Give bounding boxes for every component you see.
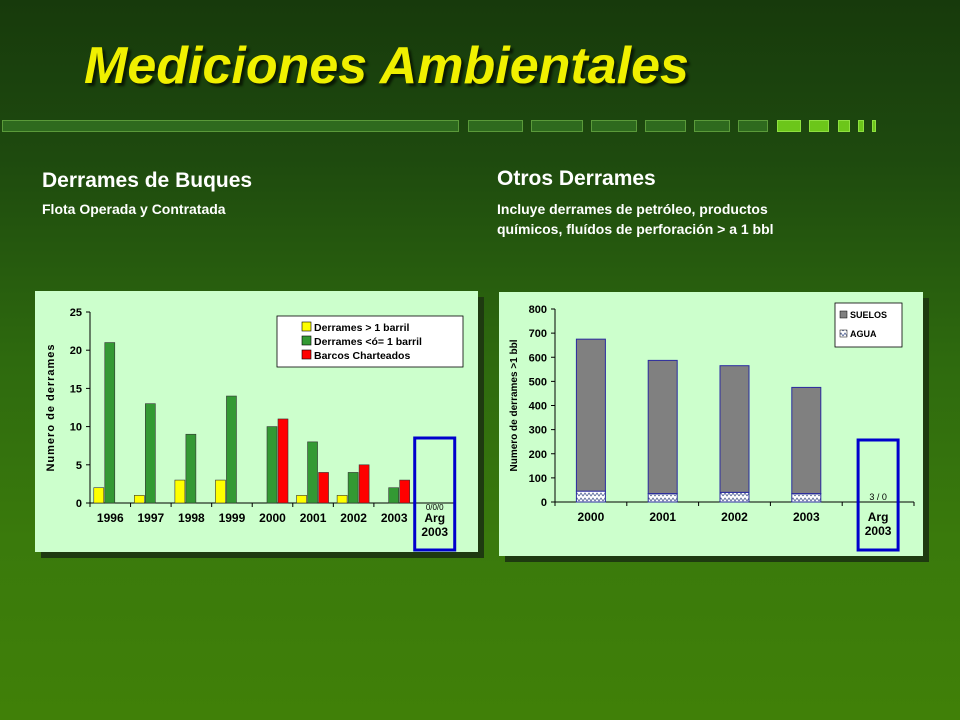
bar-agua-2003 — [791, 493, 822, 503]
arg-2003-highlight-box — [856, 438, 900, 552]
arg-value-label: 3 / 0 — [869, 492, 887, 502]
deco-bar — [694, 120, 730, 132]
x-tick-label: 2000 — [578, 510, 605, 524]
y-axis-label: Numero de derrames >1 bbl — [509, 339, 520, 471]
bar-derrames-1-barril-1997 — [145, 403, 156, 504]
deco-bar — [531, 120, 583, 132]
y-tick-label: 500 — [529, 376, 547, 388]
bar-suelos-2001 — [647, 359, 678, 495]
left-section-subtitle: Flota Operada y Contratada — [42, 201, 226, 217]
y-tick-label: 15 — [70, 383, 82, 395]
y-tick-label: 20 — [70, 345, 82, 357]
bar-derrames-1-barril-2001 — [307, 441, 318, 504]
y-tick-label: 10 — [70, 422, 82, 434]
ship-spills-chart-panel: 0 5 10 15 20 25 1996 1997 1998 1999 2000 2001 2002 20… — [35, 291, 478, 552]
bar-derrames-1-barril-1998 — [185, 433, 197, 504]
x-tick-label: 1996 — [97, 511, 124, 525]
x-tick-label: 2003 — [381, 511, 408, 525]
bar-derrames-1-barril-1999 — [226, 395, 237, 504]
x-tick-label-arg: Arg — [868, 510, 889, 524]
deco-bar — [872, 120, 876, 132]
bar-barcos-charteados-2000 — [277, 418, 289, 504]
bar-agua-2002 — [719, 491, 750, 503]
deco-bar — [858, 120, 864, 132]
legend-label: Barcos Charteados — [314, 350, 410, 362]
right-section-subtitle-line2: químicos, fluídos de perforación > a 1 b… — [497, 221, 774, 237]
x-tick-label: 2000 — [259, 511, 286, 525]
x-tick-label-arg-year: 2003 — [421, 525, 448, 539]
y-tick-label: 700 — [529, 328, 547, 340]
bar-derrames-1-barril-1996 — [104, 342, 116, 504]
deco-bar — [2, 120, 459, 132]
legend-box — [834, 302, 903, 348]
decorative-bar-strip — [0, 118, 960, 136]
legend-label-suelos: SUELOS — [850, 310, 887, 320]
bar-agua-2000 — [575, 490, 606, 503]
y-tick-label: 5 — [76, 460, 82, 472]
y-tick-label: 300 — [529, 425, 547, 437]
bar-agua-2001 — [647, 493, 678, 503]
deco-bar — [777, 120, 801, 132]
left-section-title: Derrames de Buques — [42, 169, 253, 192]
other-spills-chart-panel: 0 100 200 300 400 500 600 700 800 2000 2001 2002 200… — [499, 292, 923, 556]
y-tick-label: 0 — [76, 498, 82, 510]
x-tick-label: 2002 — [721, 510, 748, 524]
y-tick-label: 200 — [529, 449, 547, 461]
bar-derrames-1-barril-2003 — [388, 487, 399, 504]
x-tick-label: 1997 — [137, 511, 164, 525]
bar-suelos-2000 — [575, 338, 606, 492]
deco-bar — [838, 120, 850, 132]
deco-bar — [645, 120, 686, 132]
bar-derrames-1-barril-2000 — [266, 426, 278, 504]
bar-barcos-charteados-2003 — [399, 479, 410, 504]
legend-label: Derrames <ó= 1 barril — [314, 336, 422, 348]
bar-suelos-2003 — [791, 386, 822, 495]
deco-bar — [468, 120, 523, 132]
y-tick-label: 800 — [529, 304, 547, 316]
bar-suelos-2002 — [719, 365, 750, 493]
legend-swatch — [301, 335, 312, 346]
legend-label-agua: AGUA — [850, 329, 877, 339]
bar-derrames-1-barril-2002 — [347, 472, 359, 504]
x-tick-label-arg: Arg — [424, 511, 445, 525]
page-title: Mediciones Ambientales — [84, 37, 689, 95]
bar-derrames-1-barril-1998 — [174, 479, 186, 504]
other-spills-chart: 0 100 200 300 400 500 600 700 800 2000 2001 2002 200… — [509, 302, 915, 552]
legend-label: Derrames > 1 barril — [314, 322, 410, 334]
x-tick-label: 2002 — [340, 511, 367, 525]
y-tick-label: 0 — [541, 497, 547, 509]
bar-derrames-1-barril-1997 — [134, 495, 145, 504]
x-tick-label: 1998 — [178, 511, 205, 525]
legend-swatch — [301, 349, 312, 360]
y-tick-label: 400 — [529, 401, 547, 413]
x-tick-label: 2003 — [793, 510, 820, 524]
bar-derrames-1-barril-2002 — [336, 495, 348, 504]
deco-bar — [809, 120, 829, 132]
y-tick-label: 600 — [529, 352, 547, 364]
right-section-subtitle-line1: Incluye derrames de petróleo, productos — [497, 201, 768, 217]
ship-spills-chart: 0 5 10 15 20 25 1996 1997 1998 1999 2000 2001 2002 20… — [45, 307, 464, 552]
arg-value-label: 0/0/0 — [426, 503, 444, 512]
x-tick-label: 2001 — [300, 511, 327, 525]
y-tick-label: 100 — [529, 473, 547, 485]
bar-derrames-1-barril-2001 — [296, 495, 307, 504]
deco-bar — [591, 120, 637, 132]
legend-swatch-agua — [839, 329, 848, 338]
bar-barcos-charteados-2002 — [358, 464, 370, 504]
x-tick-label: 1999 — [219, 511, 246, 525]
right-section-title: Otros Derrames — [497, 167, 656, 190]
legend-swatch — [301, 321, 312, 332]
y-axis-label: Numero de derrames — [45, 343, 57, 471]
x-tick-label-arg-year: 2003 — [865, 524, 892, 538]
bar-derrames-1-barril-1999 — [215, 479, 226, 504]
bar-barcos-charteados-2001 — [318, 472, 329, 504]
bar-derrames-1-barril-1996 — [93, 487, 105, 504]
arg-2003-highlight-box — [413, 436, 457, 552]
y-tick-label: 25 — [70, 307, 82, 319]
deco-bar — [738, 120, 768, 132]
legend-swatch-suelos — [839, 310, 848, 319]
x-tick-label: 2001 — [649, 510, 676, 524]
